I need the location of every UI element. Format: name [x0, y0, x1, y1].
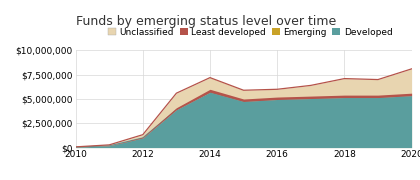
Legend: Unclassified, Least developed, Emerging, Developed: Unclassified, Least developed, Emerging,…: [108, 28, 393, 37]
Text: Funds by emerging status level over time: Funds by emerging status level over time: [76, 15, 336, 28]
